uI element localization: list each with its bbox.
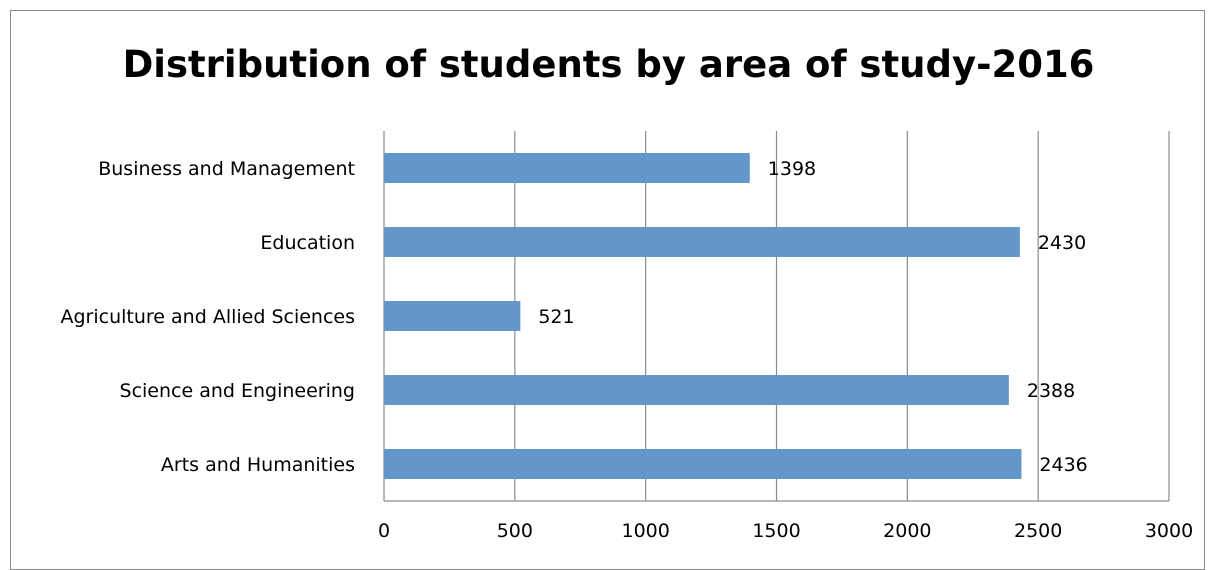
bar-layer — [384, 153, 1022, 479]
x-tick-label-2000: 2000 — [883, 520, 931, 542]
bar-5 — [384, 449, 1022, 479]
data-label-2: 2430 — [1038, 232, 1086, 254]
x-tick-label-0: 0 — [378, 520, 390, 542]
category-label-5: Arts and Humanities — [161, 454, 355, 476]
x-tick-label-1000: 1000 — [621, 520, 669, 542]
category-label-1: Business and Management — [98, 158, 355, 180]
bar-4 — [384, 375, 1009, 405]
grid-layer — [383, 131, 1170, 502]
x-tick-label-3000: 3000 — [1145, 520, 1193, 542]
data-label-1: 1398 — [768, 158, 816, 180]
category-label-3: Agriculture and Allied Sciences — [61, 306, 356, 328]
x-tick-label-2500: 2500 — [1014, 520, 1062, 542]
data-label-3: 521 — [538, 306, 574, 328]
x-tick-label-1500: 1500 — [752, 520, 800, 542]
chart-title: Distribution of students by area of stud… — [122, 43, 1095, 86]
bar-1 — [384, 153, 750, 183]
data-label-4: 2388 — [1027, 380, 1075, 402]
category-label-4: Science and Engineering — [120, 380, 355, 402]
label-layer: 0 500 1000 1500 2000 2500 3000 Business and Man… — [61, 158, 1194, 542]
category-label-2: Education — [260, 232, 355, 254]
bar-3 — [384, 301, 521, 331]
data-label-5: 2436 — [1039, 454, 1087, 476]
x-tick-label-500: 500 — [497, 520, 533, 542]
bar-2 — [384, 227, 1020, 257]
